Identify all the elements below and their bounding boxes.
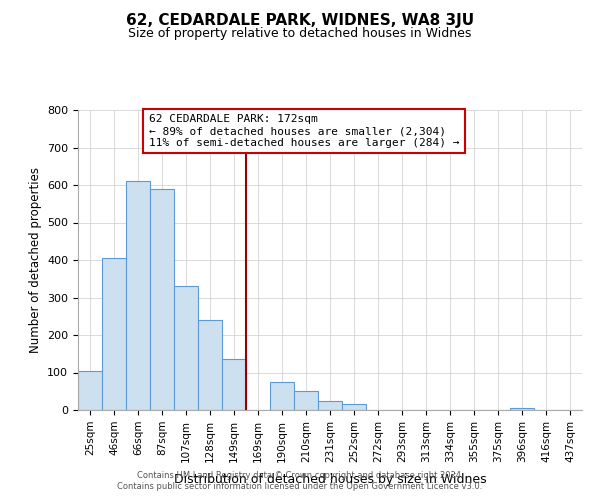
Bar bbox=[510, 408, 534, 410]
Bar bbox=[318, 400, 342, 410]
Bar bbox=[342, 404, 366, 410]
Y-axis label: Number of detached properties: Number of detached properties bbox=[29, 167, 41, 353]
Bar bbox=[126, 181, 150, 410]
Text: Contains public sector information licensed under the Open Government Licence v3: Contains public sector information licen… bbox=[118, 482, 482, 491]
Text: 62, CEDARDALE PARK, WIDNES, WA8 3JU: 62, CEDARDALE PARK, WIDNES, WA8 3JU bbox=[126, 12, 474, 28]
Bar bbox=[270, 382, 294, 410]
X-axis label: Distribution of detached houses by size in Widnes: Distribution of detached houses by size … bbox=[173, 473, 487, 486]
Bar bbox=[222, 360, 246, 410]
Text: 62 CEDARDALE PARK: 172sqm
← 89% of detached houses are smaller (2,304)
11% of se: 62 CEDARDALE PARK: 172sqm ← 89% of detac… bbox=[149, 114, 459, 148]
Bar bbox=[150, 188, 174, 410]
Bar bbox=[102, 258, 126, 410]
Bar bbox=[174, 286, 198, 410]
Text: Contains HM Land Registry data © Crown copyright and database right 2024.: Contains HM Land Registry data © Crown c… bbox=[137, 471, 463, 480]
Bar bbox=[294, 391, 318, 410]
Bar bbox=[198, 320, 222, 410]
Bar bbox=[78, 370, 102, 410]
Text: Size of property relative to detached houses in Widnes: Size of property relative to detached ho… bbox=[128, 28, 472, 40]
